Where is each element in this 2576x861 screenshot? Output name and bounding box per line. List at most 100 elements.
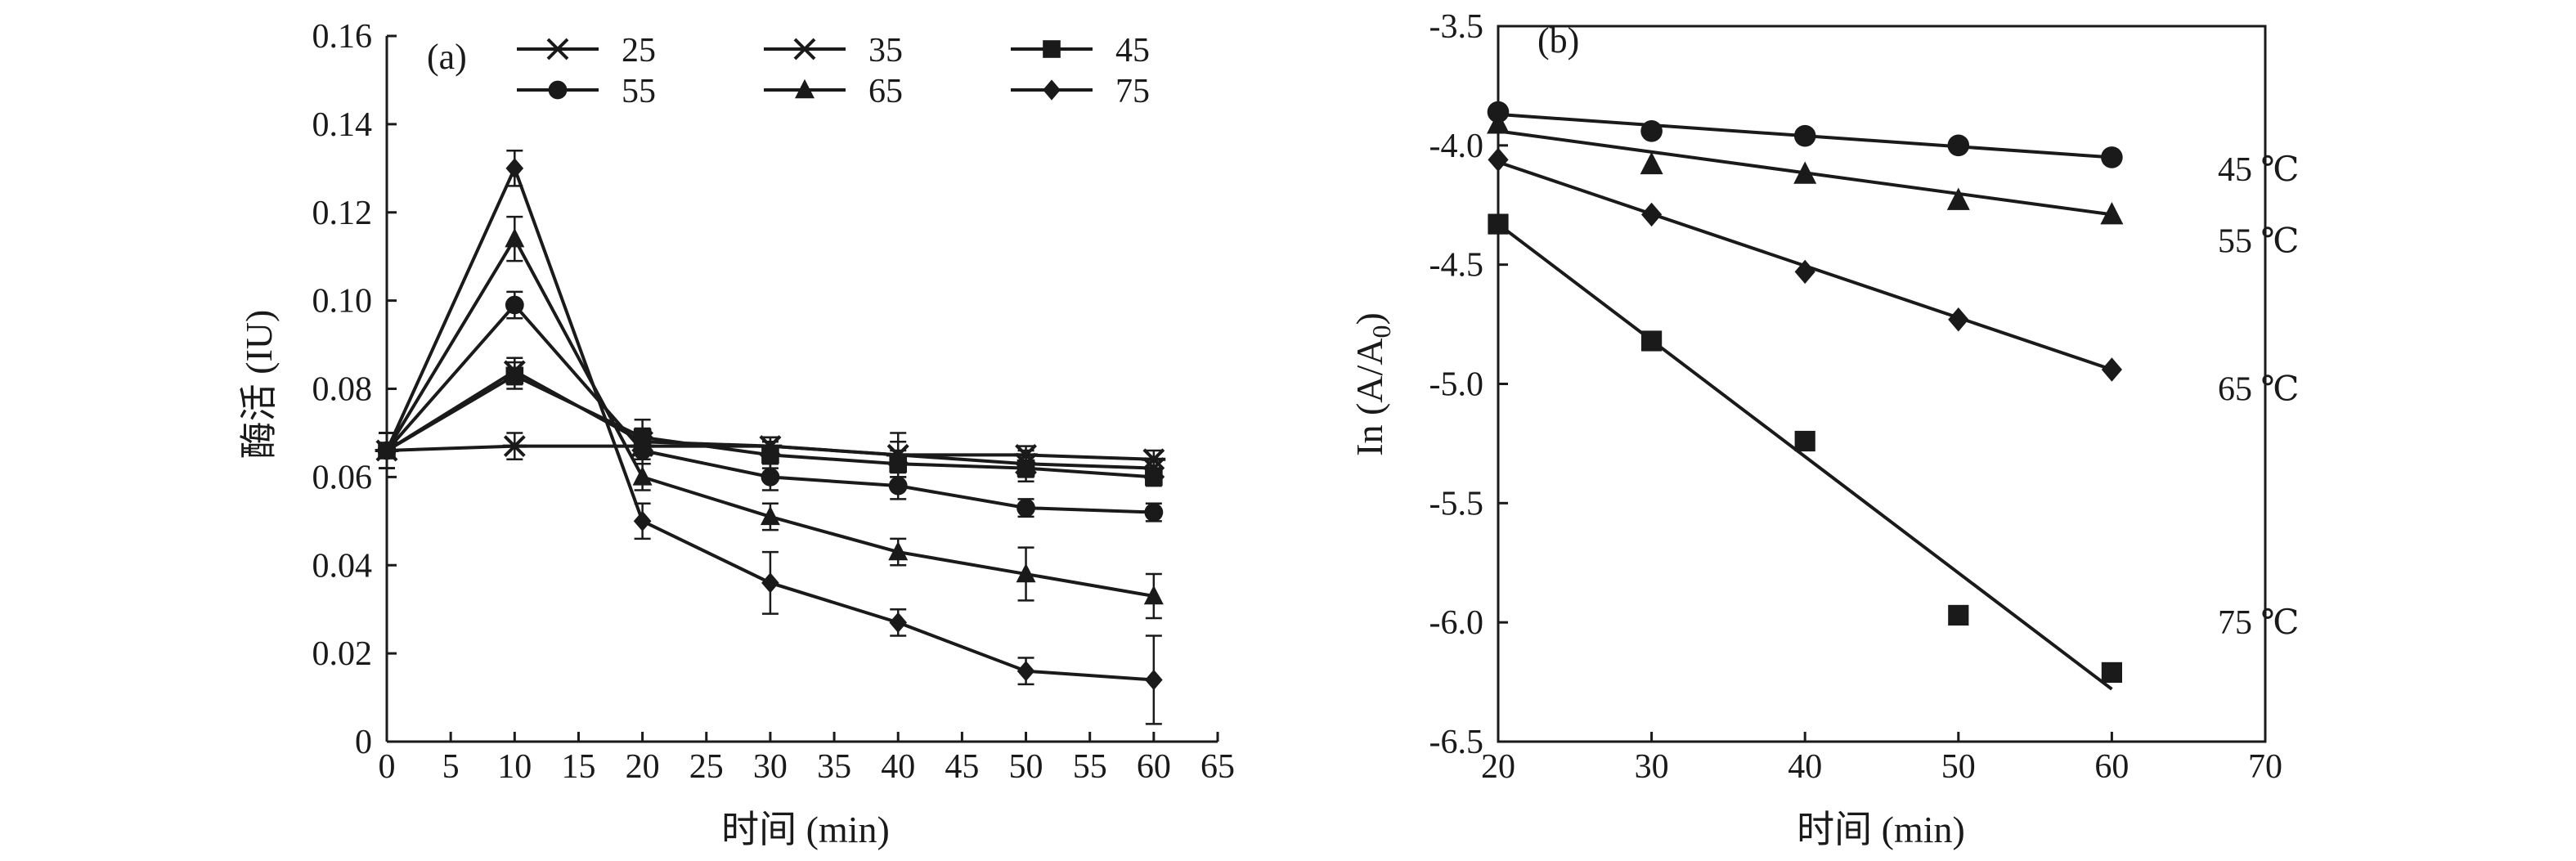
panel-a-legend-marker <box>1043 79 1061 101</box>
panel-a-data-point <box>760 505 780 526</box>
panel-a-x-tick-label: 10 <box>497 748 532 786</box>
panel-b-data-point <box>1793 124 1816 147</box>
panel-a-y-tick-label: 0.04 <box>312 547 373 585</box>
panel-a-data-point <box>1143 585 1164 605</box>
panel-b-data-point <box>1488 147 1509 173</box>
panel-b-y-tick-label: -4.0 <box>1429 128 1484 165</box>
panel-b-series-label: 75 ℃ <box>2218 604 2299 642</box>
panel-a-series-45 <box>378 361 1163 487</box>
panel-b-x-tick-label: 20 <box>1481 748 1515 786</box>
panel-a-data-point <box>1016 459 1035 478</box>
panel-a-legend-item: 35 <box>764 32 903 70</box>
panel-a-data-point <box>888 476 908 496</box>
panel-a-data-point <box>888 540 909 561</box>
panel-b-x-tick-label: 60 <box>2094 748 2129 786</box>
panel-a-legend-label: 75 <box>1115 73 1150 110</box>
panel-a-x-tick-label: 30 <box>753 748 788 786</box>
panel-b-series-65 ℃ <box>1488 147 2122 382</box>
panel-b-x-tick-label: 50 <box>1941 748 1976 786</box>
panel-a-data-point <box>378 440 396 461</box>
panel-b-series-55 ℃ <box>1487 111 2124 225</box>
panel-a-data-point <box>1016 498 1035 518</box>
panel-a-chart: (a) 时间 (min) 酶活 (IU) 0 5 10 15 20 25 30 35 40 45 5… <box>238 18 1235 850</box>
panel-b-data-point <box>2101 146 2123 168</box>
panel-a-x-tick-label: 40 <box>881 748 915 786</box>
panel-a-x-tick-label: 25 <box>689 748 724 786</box>
panel-a-x-tick-label: 0 <box>379 748 396 786</box>
panel-a-data-point <box>761 572 779 594</box>
panel-a-y-tick-label: 0 <box>355 724 372 761</box>
panel-b-data-point <box>1487 111 1510 134</box>
panel-b-data-point <box>1640 120 1663 142</box>
panel-a-y-tick-label: 0.08 <box>312 371 373 409</box>
panel-a-data-point <box>505 295 524 315</box>
panel-b-chart: (b) 时间 (min) In (A/A0) 20 30 40 50 60 70-6.5-… <box>1349 8 2299 850</box>
panel-a-legend-label: 55 <box>622 73 656 110</box>
panel-a-legend-marker <box>545 38 570 61</box>
panel-a-data-point <box>889 612 908 633</box>
panel-a-legend-marker <box>1043 40 1061 58</box>
panel-a-data-point <box>889 455 908 473</box>
panel-a-label: (a) <box>427 37 467 77</box>
panel-a-data-point <box>505 158 524 179</box>
panel-b-data-point <box>1641 330 1663 352</box>
panel-a-y-tick-label: 0.12 <box>312 195 373 232</box>
panel-a-data-point <box>1144 503 1164 522</box>
panel-a-data-point <box>761 467 780 487</box>
panel-a-legend-marker <box>793 38 816 61</box>
panel-a-x-axis-title: 时间 (min) <box>721 809 890 850</box>
panel-b-data-point <box>1488 213 1509 235</box>
panel-a-series-line <box>385 235 1155 598</box>
panel-b-series-label: 55 ℃ <box>2218 223 2299 261</box>
panel-a-legend-item: 45 <box>1011 32 1150 70</box>
panel-a-x-tick-label: 50 <box>1009 748 1043 786</box>
panel-a-x-tick-label: 15 <box>561 748 595 786</box>
panel-b-data-point <box>1948 604 1969 626</box>
panel-a-data-point <box>1016 661 1035 682</box>
panel-a-data-point <box>505 227 525 248</box>
panel-b-data-point <box>2100 202 2124 225</box>
panel-b-fit-line <box>1497 222 2113 691</box>
panel-b-data-point <box>1794 430 1815 452</box>
panel-a-data-point <box>633 441 653 460</box>
panel-a-x-tick-label: 55 <box>1073 748 1107 786</box>
panel-b-data-point <box>1947 134 1970 157</box>
panel-a-x-tick-label: 5 <box>442 748 460 786</box>
panel-a-legend-item: 75 <box>1011 73 1150 110</box>
panel-b-y-tick-label: -4.5 <box>1429 247 1484 285</box>
panel-a-data-point <box>761 446 779 464</box>
panel-a-data-point <box>1016 563 1036 583</box>
panel-b-y-tick-label: -5.0 <box>1429 366 1484 404</box>
panel-b-data-point <box>1640 151 1663 175</box>
panel-b-data-point <box>1793 161 1817 184</box>
panel-a-y-tick-label: 0.16 <box>312 18 373 56</box>
panel-b-y-tick-label: -5.5 <box>1429 485 1484 522</box>
panel-a-data-point <box>633 510 652 531</box>
panel-a-legend-marker <box>795 78 815 99</box>
panel-a-x-tick-label: 65 <box>1200 748 1235 786</box>
panel-a-legend-label: 25 <box>622 32 656 70</box>
panel-b-series-label: 45 ℃ <box>2218 151 2299 189</box>
panel-a-series-65 <box>377 215 1164 620</box>
panel-b-x-tick-label: 70 <box>2248 748 2282 786</box>
panel-a-legend-item: 25 <box>517 32 656 70</box>
panel-a-legend-label: 45 <box>1115 32 1150 70</box>
panel-a-data-point <box>632 466 653 486</box>
panel-a-legend-label: 65 <box>868 73 903 110</box>
panel-a-data-point <box>502 435 527 458</box>
panel-a-x-tick-label: 45 <box>945 748 979 786</box>
panel-a-y-axis-title: 酶活 (IU) <box>238 310 280 460</box>
panel-b-x-tick-label: 30 <box>1635 748 1669 786</box>
panel-b-series-45 ℃ <box>1487 101 2123 168</box>
panel-a-y-tick-label: 0.10 <box>312 283 373 321</box>
panel-b-data-point <box>1794 259 1815 285</box>
panel-a-y-tick-label: 0.06 <box>312 459 373 496</box>
panel-a-x-tick-label: 35 <box>817 748 851 786</box>
panel-b-series-75 ℃ <box>1488 213 2122 691</box>
panel-b-y-tick-label: -3.5 <box>1429 8 1484 46</box>
panel-a-x-tick-label: 60 <box>1137 748 1171 786</box>
panel-b-x-tick-label: 40 <box>1788 748 1822 786</box>
panel-b-data-point <box>1948 307 1969 332</box>
panel-b-data-point <box>1641 202 1663 227</box>
panel-b-y-tick-label: -6.5 <box>1429 724 1484 761</box>
